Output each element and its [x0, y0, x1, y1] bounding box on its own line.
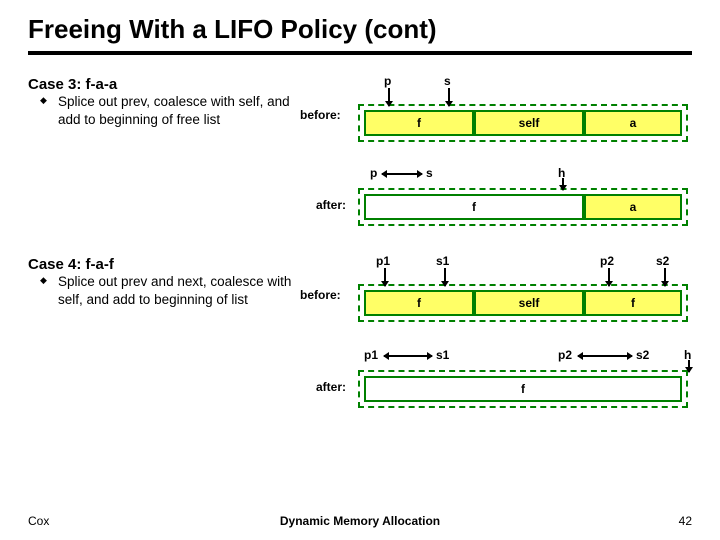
arrow-icon	[444, 268, 446, 286]
case3-before-s: s	[444, 74, 451, 88]
before-label-2: before:	[300, 288, 341, 302]
case4-after-p2: p2	[558, 348, 572, 362]
case3-bullet: Splice out prev, coalesce with self, and…	[28, 93, 308, 129]
case4-after-f: f	[364, 376, 682, 402]
case4-bullet: Splice out prev and next, coalesce with …	[28, 273, 308, 309]
case4-after-s1: s1	[436, 348, 449, 362]
arrow-icon	[688, 360, 690, 372]
arrow-icon	[578, 355, 632, 357]
arrow-icon	[608, 268, 610, 286]
case3-after-f-label: f	[472, 196, 476, 214]
case3-after-p: p	[370, 166, 377, 180]
case4-before-s1: s1	[436, 254, 449, 268]
case4-after-s2: s2	[636, 348, 649, 362]
case3-before-a-label: a	[630, 112, 637, 130]
after-label-2: after:	[316, 380, 346, 394]
case3-before-self-label: self	[519, 112, 540, 130]
arrow-icon	[448, 88, 450, 106]
case4-before-f2-label: f	[631, 292, 635, 310]
case3-before-self: self	[474, 110, 584, 136]
before-label-1: before:	[300, 108, 341, 122]
case4-before-f1: f	[364, 290, 474, 316]
arrow-icon	[384, 268, 386, 286]
case4-before-s2: s2	[656, 254, 669, 268]
case3-after-a: a	[584, 194, 682, 220]
case3-before-p: p	[384, 74, 391, 88]
case4-after-p1: p1	[364, 348, 378, 362]
case4-before-f2: f	[584, 290, 682, 316]
slide-title: Freeing With a LIFO Policy (cont)	[0, 0, 720, 51]
case3-heading: Case 3: f-a-a	[28, 76, 308, 93]
case4-before-self: self	[474, 290, 584, 316]
case3-after-s: s	[426, 166, 433, 180]
arrow-icon	[382, 173, 422, 175]
case4-heading: Case 4: f-a-f	[28, 256, 308, 273]
arrow-icon	[388, 88, 390, 106]
arrow-icon	[562, 178, 564, 190]
case4-before-p1: p1	[376, 254, 390, 268]
arrow-icon	[384, 355, 432, 357]
case4-before-p2: p2	[600, 254, 614, 268]
footer-page: 42	[679, 514, 692, 528]
case3-before-f: f	[364, 110, 474, 136]
footer-title: Dynamic Memory Allocation	[0, 514, 720, 528]
case3-before-f-label: f	[417, 112, 421, 130]
content-area: Case 3: f-a-a Splice out prev, coalesce …	[28, 70, 692, 512]
case4-before-f1-label: f	[417, 292, 421, 310]
arrow-icon	[664, 268, 666, 286]
case3-before-a: a	[584, 110, 682, 136]
case3-after-a-label: a	[630, 196, 637, 214]
case4-after-f-label: f	[521, 378, 525, 396]
case3-after-f: f	[364, 194, 584, 220]
after-label-1: after:	[316, 198, 346, 212]
case4-before-self-label: self	[519, 292, 540, 310]
title-rule	[28, 51, 692, 55]
